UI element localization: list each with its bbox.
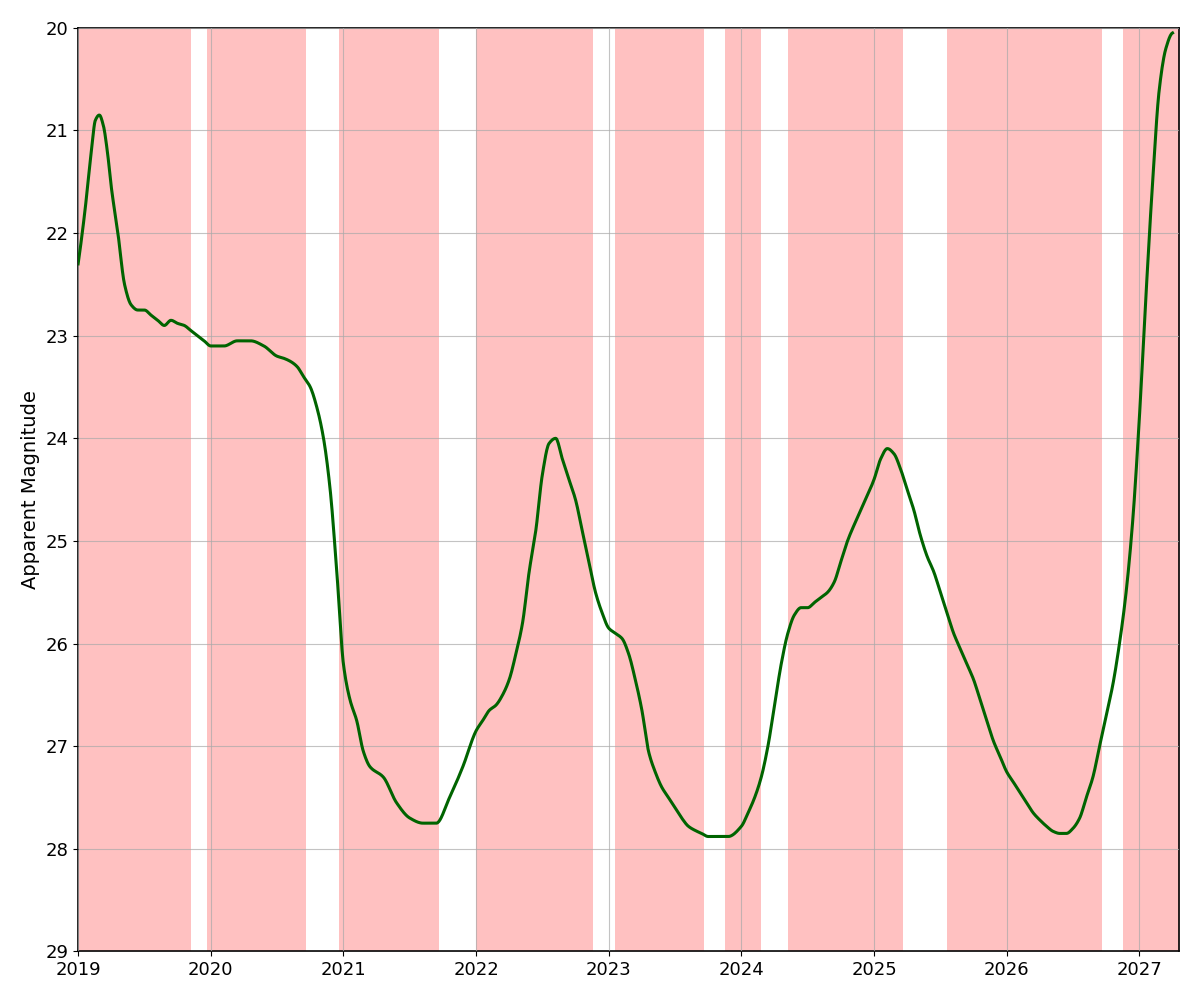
Bar: [1123, 28, 1180, 951]
Bar: [947, 28, 1103, 951]
Bar: [206, 28, 306, 951]
Bar: [340, 28, 439, 951]
Bar: [78, 28, 191, 951]
Bar: [476, 28, 593, 951]
Bar: [726, 28, 761, 951]
Y-axis label: Apparent Magnitude: Apparent Magnitude: [20, 390, 40, 589]
Bar: [616, 28, 704, 951]
Bar: [788, 28, 904, 951]
